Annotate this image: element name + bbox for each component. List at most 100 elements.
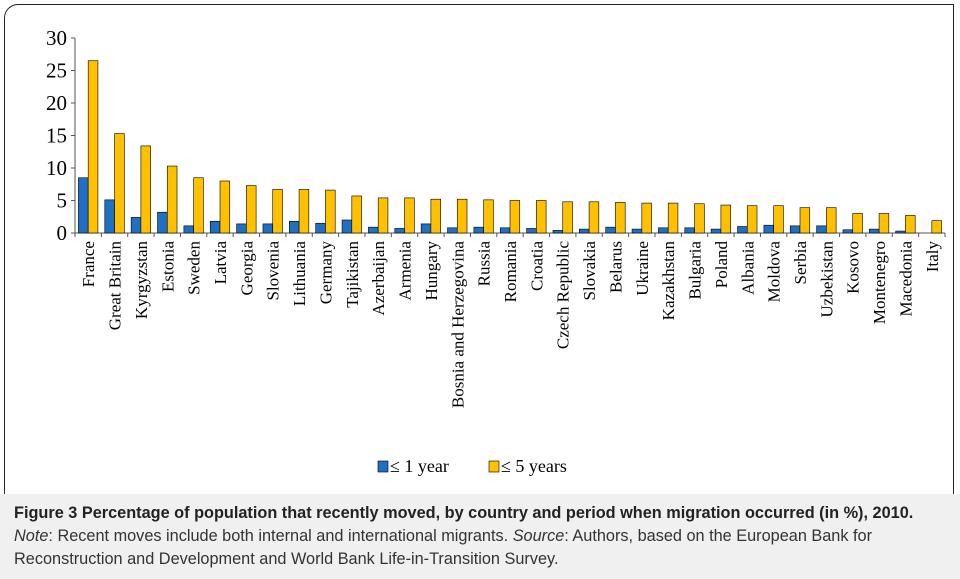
bar-sweden-5-years: [193, 177, 204, 234]
bar-romania-5-years: [509, 200, 521, 234]
x-tick-label-germany: Germany: [316, 241, 335, 305]
bar-azerbaijan-1-year: [368, 226, 379, 234]
bar-bulgaria-5-years: [694, 203, 705, 234]
caption-note-label: Note: [14, 527, 49, 545]
bar-slovakia-1-year: [579, 228, 590, 234]
bar-montenegro-5-years: [878, 213, 890, 234]
bar-ukraine-1-year: [631, 228, 643, 234]
bar-macedonia-1-year: [895, 230, 906, 234]
bar-kyrgyzstan-5-years: [140, 145, 151, 234]
x-tick-label-hungary: Hungary: [422, 241, 441, 301]
x-tick-label-slovakia: Slovakia: [580, 241, 599, 301]
x-tick-label-georgia: Georgia: [237, 241, 256, 296]
x-tick-label-russia: Russia: [475, 241, 494, 287]
bar-moldova-1-year: [763, 224, 774, 234]
bar-bosnia-and-herzegovina-1-year: [447, 227, 458, 234]
bar-kosovo-1-year: [842, 229, 854, 234]
bar-slovakia-5-years: [588, 201, 600, 234]
bar-kazakhstan-1-year: [658, 227, 669, 234]
x-tick-label-serbia: Serbia: [791, 241, 810, 285]
bar-latvia-5-years: [219, 180, 231, 234]
x-tick-label-kazakhstan: Kazakhstan: [659, 241, 678, 321]
bar-armenia-5-years: [404, 197, 415, 234]
x-tick-label-croatia: Croatia: [527, 241, 546, 291]
bar-macedonia-5-years: [905, 215, 916, 234]
bar-sweden-1-year: [183, 225, 194, 234]
bar-germany-1-year: [315, 222, 326, 234]
bar-bulgaria-1-year: [684, 227, 695, 234]
caption-area: Figure 3 Percentage of population that r…: [0, 494, 960, 579]
bar-azerbaijan-5-years: [377, 197, 389, 234]
bar-belarus-1-year: [605, 226, 616, 234]
x-tick-label-slovenia: Slovenia: [264, 241, 283, 301]
x-tick-label-azerbaijan: Azerbaijan: [369, 241, 388, 316]
x-tick-label-sweden: Sweden: [185, 241, 204, 295]
y-tick-label: 20: [46, 91, 67, 115]
bar-serbia-5-years: [799, 207, 811, 234]
bar-ukraine-5-years: [641, 202, 652, 234]
bar-moldova-5-years: [773, 205, 784, 234]
bar-belarus-5-years: [615, 202, 626, 234]
caption-source-label: Source: [512, 527, 565, 545]
x-tick-label-bosnia-and-herzegovina: Bosnia and Herzegovina: [448, 241, 467, 409]
bar-montenegro-1-year: [869, 228, 880, 234]
bar-kosovo-5-years: [852, 213, 863, 234]
bar-lithuania-1-year: [289, 221, 300, 234]
figure-caption: Figure 3 Percentage of population that r…: [14, 502, 949, 571]
bar-lithuania-5-years: [298, 189, 310, 234]
bar-latvia-1-year: [209, 221, 221, 234]
bar-tajikistan-5-years: [351, 195, 362, 234]
bar-great-britain-1-year: [104, 199, 115, 234]
legend-swatch-1-year: [377, 460, 389, 473]
bar-albania-5-years: [746, 205, 758, 234]
bar-georgia-5-years: [246, 185, 257, 234]
x-tick-label-macedonia: Macedonia: [896, 241, 915, 317]
bar-estonia-1-year: [157, 211, 168, 234]
bar-armenia-1-year: [394, 228, 405, 234]
bar-tajikistan-1-year: [341, 219, 353, 234]
bar-chart: 0 5 10 15 20 25 30 France Great Britain Kyrgyzst…: [46, 26, 946, 476]
x-axis-labels: France Great Britain Kyrgyzstan Estonia Swed…: [74, 233, 946, 409]
x-tick-label-albania: Albania: [738, 241, 757, 295]
bar-hungary-5-years: [430, 198, 441, 234]
y-tick-label: 15: [46, 124, 67, 148]
x-tick-label-kosovo: Kosovo: [844, 241, 863, 294]
bar-slovenia-5-years: [272, 189, 283, 234]
x-tick-label-poland: Poland: [712, 241, 731, 289]
x-tick-label-romania: Romania: [501, 241, 520, 303]
x-tick-label-latvia: Latvia: [211, 241, 230, 285]
bar-croatia-5-years: [536, 200, 547, 234]
bar-czech-republic-1-year: [552, 230, 564, 234]
x-tick-label-italy: Italy: [923, 241, 942, 273]
legend: ≤ 1 year ≤ 5 years: [377, 456, 567, 476]
bar-uzbekistan-1-year: [816, 225, 827, 234]
x-tick-label-montenegro: Montenegro: [870, 241, 889, 324]
legend-swatch-5-years: [488, 460, 500, 473]
y-tick-label: 0: [57, 221, 68, 245]
bar-bosnia-and-herzegovina-5-years: [456, 198, 468, 234]
caption-label: Figure 3: [14, 504, 78, 522]
bar-germany-5-years: [325, 189, 336, 234]
x-tick-label-lithuania: Lithuania: [290, 241, 309, 307]
legend-label-5-years: ≤ 5 years: [501, 456, 567, 476]
bar-slovenia-1-year: [262, 223, 274, 234]
bars: [78, 60, 942, 234]
x-tick-label-great-britain: Great Britain: [106, 241, 125, 331]
y-tick-label: 10: [46, 156, 67, 180]
bar-france-5-years: [87, 60, 99, 234]
caption-note-text: : Recent moves include both internal and…: [48, 527, 513, 545]
y-tick-label: 5: [57, 189, 68, 213]
caption-title: Percentage of population that recently m…: [81, 504, 914, 522]
bar-albania-1-year: [737, 226, 748, 234]
bar-czech-republic-5-years: [562, 201, 573, 234]
legend-label-1-year: ≤ 1 year: [390, 456, 449, 476]
bar-croatia-1-year: [526, 228, 537, 234]
bar-great-britain-5-years: [114, 133, 125, 234]
bar-hungary-1-year: [420, 223, 432, 234]
x-tick-label-ukraine: Ukraine: [633, 241, 652, 296]
bar-uzbekistan-5-years: [826, 207, 837, 234]
bar-russia-5-years: [483, 199, 494, 234]
x-tick-label-moldova: Moldova: [765, 241, 784, 303]
bar-poland-1-year: [710, 228, 722, 234]
bar-estonia-5-years: [166, 165, 178, 234]
